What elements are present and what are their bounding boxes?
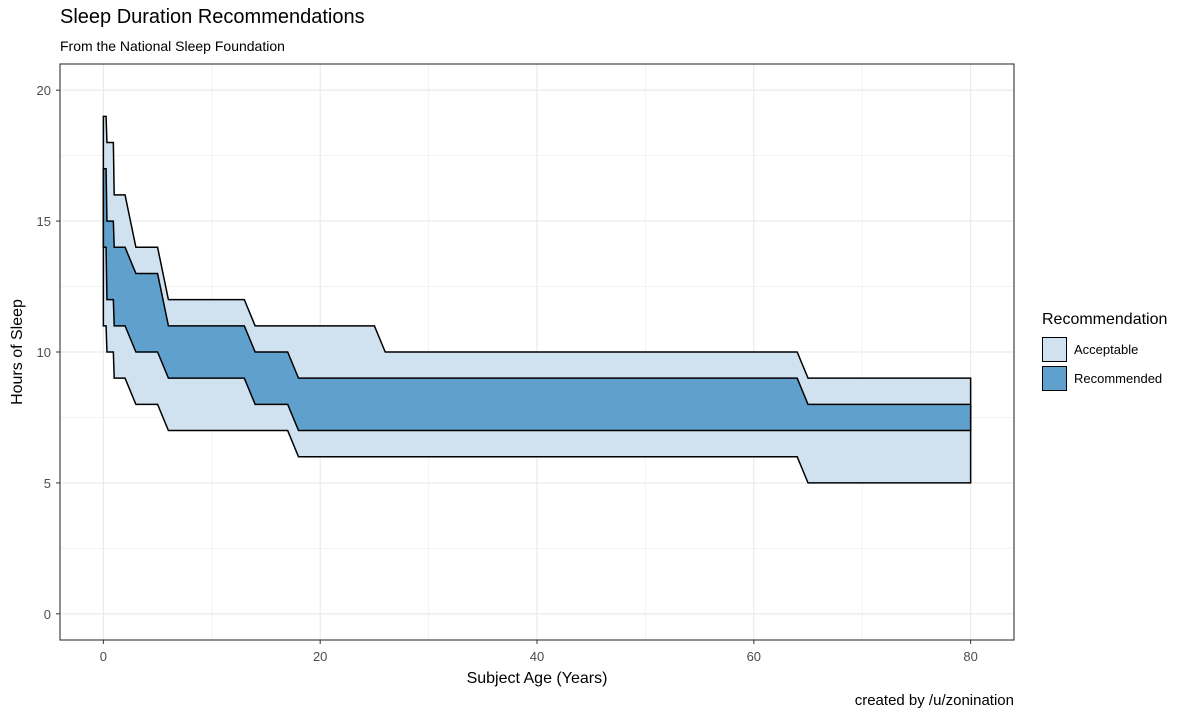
chart-title: Sleep Duration Recommendations xyxy=(60,6,365,28)
chart-subtitle: From the National Sleep Foundation xyxy=(60,38,285,54)
legend-item-acceptable: Acceptable xyxy=(1042,335,1167,364)
x-tick-label: 40 xyxy=(530,649,544,664)
x-axis-label: Subject Age (Years) xyxy=(467,670,608,687)
y-tick-label: 0 xyxy=(44,607,51,622)
caption: created by /u/zonination xyxy=(854,692,1014,709)
legend-item-recommended: Recommended xyxy=(1042,364,1167,393)
y-tick-label: 5 xyxy=(44,476,51,491)
x-tick-label: 20 xyxy=(313,649,327,664)
legend-label-recommended: Recommended xyxy=(1074,371,1163,386)
y-axis-label: Hours of Sleep xyxy=(9,299,26,405)
y-tick-label: 20 xyxy=(37,83,51,98)
legend-swatch-recommended xyxy=(1042,366,1067,391)
legend-label-acceptable: Acceptable xyxy=(1074,342,1139,357)
y-tick-label: 15 xyxy=(37,214,51,229)
y-tick-label: 10 xyxy=(37,345,51,360)
legend-swatch-acceptable xyxy=(1042,337,1067,362)
x-tick-label: 60 xyxy=(747,649,761,664)
axes: 0 20 40 60 80 0 5 10 15 20 xyxy=(37,83,978,664)
legend-title: Recommendation xyxy=(1042,311,1168,328)
area-recommended xyxy=(102,167,972,432)
legend: Recommendation Acceptable Recommended xyxy=(1042,311,1167,393)
x-tick-label: 80 xyxy=(963,649,977,664)
x-tick-label: 0 xyxy=(100,649,107,664)
data-areas xyxy=(102,115,972,484)
